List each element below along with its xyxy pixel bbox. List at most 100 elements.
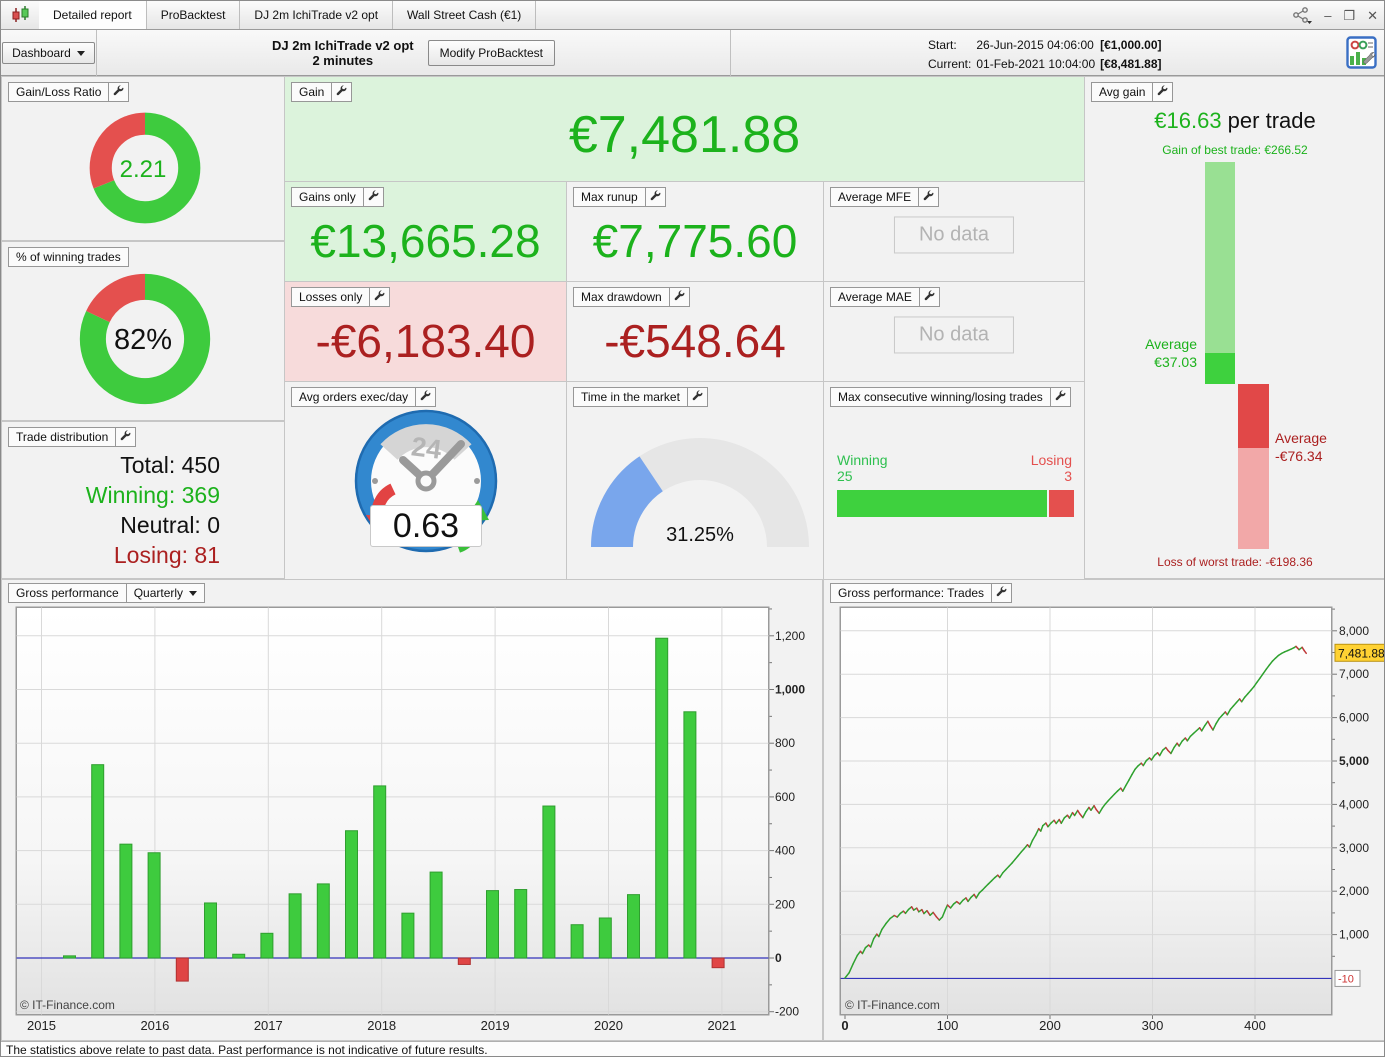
consecutive-winning-value: 25	[837, 468, 853, 484]
dashboard-section: Dashboard	[1, 30, 97, 76]
svg-text:1,200: 1,200	[775, 629, 805, 643]
trade-distribution-rows: Total: 450 Winning: 369 Neutral: 0 Losin…	[2, 450, 220, 570]
svg-text:800: 800	[775, 736, 795, 750]
max-runup-settings-button[interactable]	[644, 187, 666, 207]
avg-gain-average-segment	[1205, 353, 1235, 384]
max-runup-value: €7,775.60	[592, 214, 798, 267]
average-mfe-panel: Average MFE No data	[823, 181, 1085, 282]
gross-performance-trades-title: Gross performance: Trades	[830, 583, 993, 603]
max-runup-panel: Max runup €7,775.60	[566, 181, 824, 282]
max-runup-title: Max runup	[573, 187, 646, 207]
trades-chart-settings-button[interactable]	[991, 583, 1013, 603]
svg-text:2020: 2020	[594, 1018, 623, 1033]
gain-loss-ratio-donut	[89, 112, 201, 224]
average-win-label: Average €37.03	[1145, 336, 1197, 370]
svg-text:2016: 2016	[140, 1018, 169, 1033]
start-current-table: Start: 26-Jun-2015 04:06:00 [€1,000.00] …	[926, 35, 1167, 75]
losses-only-panel: Losses only -€6,183.40	[284, 281, 567, 382]
svg-text:400: 400	[775, 844, 795, 858]
avg-loss-tail-segment	[1238, 448, 1269, 549]
winning-trades-pct-title: % of winning trades	[8, 247, 129, 267]
tab-detailed-report[interactable]: Detailed report	[39, 1, 147, 29]
losses-only-title: Losses only	[291, 287, 371, 307]
strategy-name: DJ 2m IchiTrade v2 opt	[272, 38, 414, 53]
strategy-title-section: DJ 2m IchiTrade v2 opt 2 minutes Modify …	[97, 30, 731, 76]
avg-gain-settings-button[interactable]	[1152, 82, 1174, 102]
close-button[interactable]: ✕	[1367, 8, 1378, 23]
svg-text:1,000: 1,000	[1339, 928, 1369, 942]
average-mae-settings-button[interactable]	[918, 287, 940, 307]
svg-text:600: 600	[775, 790, 795, 804]
losses-only-value: -€6,183.40	[315, 314, 536, 367]
svg-text:100: 100	[937, 1018, 959, 1033]
winning-trades-donut	[79, 273, 211, 405]
max-consecutive-settings-button[interactable]	[1049, 387, 1071, 407]
capital-section: Start: 26-Jun-2015 04:06:00 [€1,000.00] …	[731, 30, 1384, 76]
disclaimer-text: The statistics above relate to past data…	[6, 1043, 488, 1057]
tab-strategy[interactable]: DJ 2m IchiTrade v2 opt	[240, 1, 394, 29]
avg-gain-title: Avg gain	[1091, 82, 1154, 102]
gains-only-settings-button[interactable]	[362, 187, 384, 207]
wrench-icon	[650, 190, 661, 204]
consecutive-winning-bar	[837, 490, 1047, 517]
dashboard-dropdown[interactable]: Dashboard	[2, 42, 95, 64]
max-drawdown-title: Max drawdown	[573, 287, 670, 307]
gain-value: €7,481.88	[568, 106, 801, 164]
svg-text:6,000: 6,000	[1339, 711, 1369, 725]
chevron-down-icon	[76, 50, 85, 56]
svg-text:2015: 2015	[27, 1018, 56, 1033]
gain-panel: Gain €7,481.88	[284, 76, 1085, 182]
current-capital: [€8,481.88]	[1100, 57, 1162, 71]
tab-probacktest[interactable]: ProBacktest	[147, 1, 241, 29]
max-drawdown-settings-button[interactable]	[668, 287, 690, 307]
period-selector-dropdown[interactable]: Quarterly	[125, 583, 206, 603]
wrench-icon	[368, 190, 379, 204]
wrench-icon	[1055, 390, 1066, 404]
candlestick-icon	[1, 1, 39, 29]
losses-only-settings-button[interactable]	[369, 287, 391, 307]
chevron-down-icon	[189, 590, 198, 596]
svg-text:200: 200	[775, 897, 795, 911]
total-trades: Total: 450	[120, 452, 220, 478]
svg-text:0: 0	[775, 951, 782, 965]
avg-orders-settings-button[interactable]	[415, 387, 437, 407]
svg-text:5,000: 5,000	[1339, 754, 1369, 768]
svg-text:400: 400	[1244, 1018, 1266, 1033]
gross-performance-title: Gross performance	[8, 583, 127, 603]
trade-distribution-settings-button[interactable]	[115, 427, 137, 447]
winning-trades-pct-value: 82%	[113, 324, 173, 356]
header-bar: Dashboard DJ 2m IchiTrade v2 opt 2 minut…	[1, 30, 1384, 76]
avg-orders-value: 0.63	[370, 505, 482, 547]
svg-text:0: 0	[841, 1018, 848, 1033]
modify-probacktest-button[interactable]: Modify ProBacktest	[427, 40, 555, 66]
time-in-market-settings-button[interactable]	[686, 387, 708, 407]
share-icon[interactable]	[1292, 7, 1313, 24]
tab-instrument[interactable]: Wall Street Cash (€1)	[393, 1, 537, 29]
wrench-icon	[120, 430, 131, 444]
maximize-button[interactable]: ❒	[1343, 8, 1356, 23]
average-mfe-settings-button[interactable]	[918, 187, 940, 207]
wrench-icon	[674, 290, 685, 304]
winning-trades-pct-panel: % of winning trades 82%	[1, 241, 285, 421]
svg-text:7,481.88: 7,481.88	[1338, 646, 1385, 660]
gain-loss-ratio-settings-button[interactable]	[108, 82, 130, 102]
svg-text:24: 24	[410, 431, 443, 464]
avg-gain-win-bar	[1205, 162, 1235, 384]
average-mfe-no-data: No data	[893, 215, 1015, 253]
window-controls: – ❒ ✕	[1292, 1, 1378, 30]
current-label: Current:	[928, 57, 972, 71]
best-trade-label: Gain of best trade: €266.52	[1162, 143, 1308, 157]
average-loss-label: Average -€76.34	[1275, 430, 1327, 464]
backtest-settings-icon[interactable]	[1346, 36, 1377, 74]
average-mfe-title: Average MFE	[830, 187, 920, 207]
start-capital: [€1,000.00]	[1100, 38, 1162, 52]
wrench-icon	[924, 290, 935, 304]
gain-settings-button[interactable]	[331, 82, 353, 102]
svg-text:2,000: 2,000	[1339, 884, 1369, 898]
current-datetime: 01-Feb-2021 10:04:00	[976, 57, 1096, 71]
watermark: © IT-Finance.com	[845, 998, 940, 1012]
svg-text:200: 200	[1039, 1018, 1061, 1033]
max-consecutive-title: Max consecutive winning/losing trades	[830, 387, 1051, 407]
minimize-button[interactable]: –	[1324, 8, 1332, 23]
